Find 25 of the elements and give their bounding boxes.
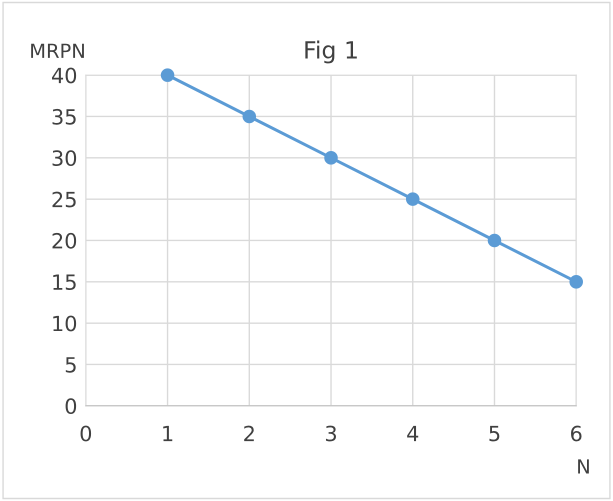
y-tick-label: 5 [66,357,76,373]
x-tick-label: 5 [489,426,500,442]
y-tick-label: 0 [66,398,76,414]
y-tick-label: 25 [52,192,76,208]
y-tick-label: 40 [52,68,76,84]
x-tick-label: 0 [80,426,92,442]
point [406,192,420,206]
y-tick-label: 20 [52,232,76,249]
point [488,234,502,248]
x-tick-label: 3 [326,426,336,442]
point [569,275,583,289]
x-tick-label: 6 [571,426,582,442]
y-tick-label: 15 [53,274,76,290]
x-tick-label: 4 [407,426,418,442]
x-axis-title: N [578,459,589,474]
x-tick-label: 2 [244,426,254,442]
y-tick-label: 30 [52,150,76,166]
x-tick-label: 1 [163,426,172,442]
point [160,68,174,82]
y-axis-title: MRPN [31,44,84,58]
point [242,110,256,124]
y-tick-label: 10 [53,316,76,332]
chart-title: Fig 1 [305,40,357,64]
y-tick-label: 35 [52,108,76,125]
point [324,151,338,165]
